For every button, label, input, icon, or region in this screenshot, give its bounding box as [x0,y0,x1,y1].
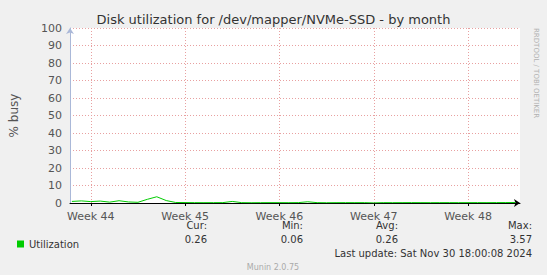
svg-text:0.06: 0.06 [281,234,303,245]
svg-text:0.26: 0.26 [185,234,207,245]
svg-text:RRDTOOL / TOBI OETIKER: RRDTOOL / TOBI OETIKER [532,28,540,118]
svg-text:Week 45: Week 45 [161,210,209,223]
svg-text:Week 48: Week 48 [444,210,492,223]
svg-text:20: 20 [48,162,62,175]
svg-text:Week 46: Week 46 [256,210,304,223]
svg-text:100: 100 [41,22,62,35]
svg-text:90: 90 [48,39,62,52]
svg-text:40: 40 [48,127,62,140]
svg-text:0.26: 0.26 [376,234,398,245]
svg-text:50: 50 [48,109,62,122]
svg-text:Avg:: Avg: [376,219,398,231]
svg-text:70: 70 [48,74,62,87]
svg-text:Week 47: Week 47 [350,210,398,223]
svg-text:Disk utilization for /dev/mapp: Disk utilization for /dev/mapper/NVMe-SS… [97,12,451,27]
svg-text:Min:: Min: [281,219,303,231]
svg-text:Cur:: Cur: [186,219,207,231]
svg-text:Utilization: Utilization [29,239,79,250]
svg-text:Last update: Sat Nov 30 18:00:: Last update: Sat Nov 30 18:00:08 2024 [334,248,532,259]
svg-text:Munin 2.0.75: Munin 2.0.75 [247,263,299,272]
svg-text:Week 44: Week 44 [67,210,115,223]
svg-text:% busy: % busy [7,94,21,138]
svg-text:Max:: Max: [508,220,532,231]
svg-text:80: 80 [48,57,62,70]
svg-text:3.57: 3.57 [510,234,532,245]
svg-text:0: 0 [55,197,62,210]
svg-text:60: 60 [48,92,62,105]
svg-text:10: 10 [48,179,62,192]
svg-text:30: 30 [48,144,62,157]
